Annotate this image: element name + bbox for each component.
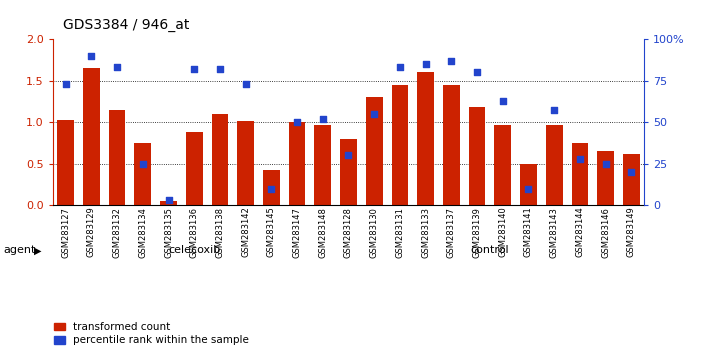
Point: [86, 53, 97, 58]
Point: [420, 61, 432, 67]
Text: celecoxib: celecoxib: [168, 245, 220, 256]
Bar: [494, 125, 511, 205]
Bar: [315, 125, 331, 205]
Point: [497, 98, 508, 103]
Bar: [237, 121, 254, 205]
Text: ▶: ▶: [34, 245, 42, 256]
Bar: [186, 132, 203, 205]
Text: GDS3384 / 946_at: GDS3384 / 946_at: [63, 18, 190, 32]
Bar: [417, 72, 434, 205]
Point: [214, 66, 225, 72]
Point: [163, 198, 174, 203]
Bar: [160, 201, 177, 205]
Bar: [83, 68, 100, 205]
Bar: [546, 125, 562, 205]
Text: agent: agent: [4, 245, 36, 256]
Bar: [520, 164, 537, 205]
Bar: [597, 151, 614, 205]
Bar: [366, 97, 382, 205]
Bar: [623, 154, 640, 205]
Point: [137, 161, 149, 167]
Bar: [134, 143, 151, 205]
Point: [265, 186, 277, 192]
Point: [394, 64, 406, 70]
Bar: [391, 85, 408, 205]
Point: [446, 58, 457, 63]
Point: [317, 116, 328, 122]
Point: [111, 64, 122, 70]
Bar: [289, 122, 306, 205]
Bar: [263, 170, 279, 205]
Text: control: control: [470, 245, 509, 256]
Bar: [212, 114, 228, 205]
Point: [574, 156, 586, 161]
Point: [240, 81, 251, 87]
Bar: [469, 107, 485, 205]
Bar: [572, 143, 589, 205]
Bar: [57, 120, 74, 205]
Point: [548, 108, 560, 113]
Point: [291, 119, 303, 125]
Point: [343, 153, 354, 158]
Point: [600, 161, 611, 167]
Point: [472, 69, 483, 75]
Bar: [340, 139, 357, 205]
Point: [60, 81, 71, 87]
Bar: [443, 85, 460, 205]
Point: [189, 66, 200, 72]
Point: [523, 186, 534, 192]
Legend: transformed count, percentile rank within the sample: transformed count, percentile rank withi…: [54, 322, 249, 345]
Point: [369, 111, 380, 116]
Point: [626, 169, 637, 175]
Bar: [108, 110, 125, 205]
